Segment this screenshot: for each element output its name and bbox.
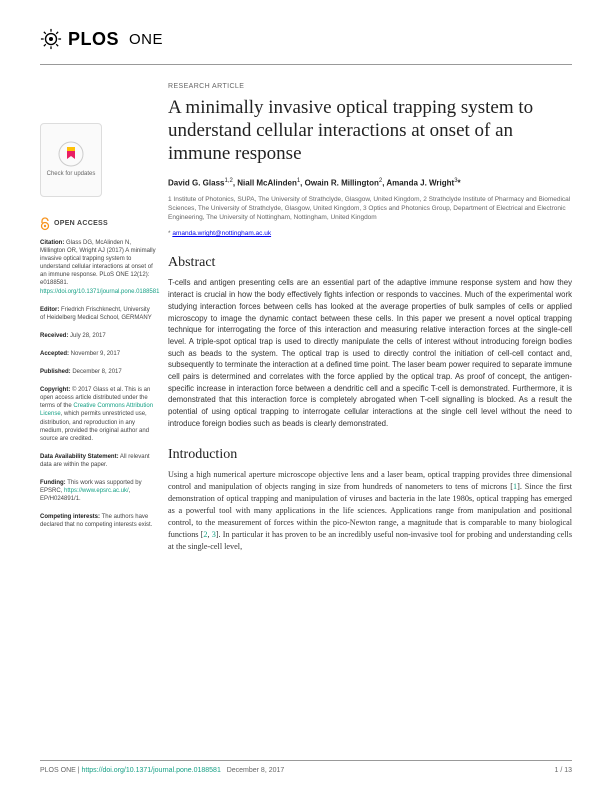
copyright-block: Copyright: © 2017 Glass et al. This is a… (40, 386, 156, 443)
competing-label: Competing interests: (40, 514, 100, 520)
introduction-text: Using a high numerical aperture microsco… (168, 469, 572, 552)
citation-text: Glass DG, McAlinden N, Millington OR, Wr… (40, 240, 156, 286)
author-2-aff: 1 (297, 178, 300, 184)
logo-one-text: ONE (129, 31, 163, 48)
sidebar: Check for updates OPEN ACCESS Citation: … (40, 83, 168, 553)
competing-block: Competing interests: The authors have de… (40, 513, 156, 529)
article-body: RESEARCH ARTICLE A minimally invasive op… (168, 83, 572, 553)
plos-logo: PLOS ONE (40, 28, 163, 50)
editor-block: Editor: Friedrich Frischknecht, Universi… (40, 306, 156, 322)
journal-header: PLOS ONE (0, 0, 612, 58)
open-access-label: OPEN ACCESS (54, 219, 108, 228)
main-content: Check for updates OPEN ACCESS Citation: … (0, 65, 612, 553)
citation-label: Citation: (40, 240, 64, 246)
accepted-text: November 9, 2017 (69, 351, 120, 357)
check-for-updates-badge[interactable]: Check for updates (40, 123, 102, 197)
published-text: December 8, 2017 (71, 369, 122, 375)
bookmark-check-icon (58, 141, 84, 167)
footer-doi-link[interactable]: https://doi.org/10.1371/journal.pone.018… (82, 767, 221, 774)
funding-link[interactable]: https://www.epsrc.ac.uk/ (64, 488, 129, 494)
logo-plos-text: PLOS (68, 29, 119, 50)
data-availability-block: Data Availability Statement: All relevan… (40, 453, 156, 469)
intro-end: ]. In particular it has proven to be an … (168, 530, 572, 551)
received-label: Received: (40, 333, 68, 339)
abstract-heading: Abstract (168, 255, 572, 271)
corr-star: * (168, 230, 171, 237)
received-text: July 28, 2017 (68, 333, 105, 339)
affiliations: 1 Institute of Photonics, SUPA, The Univ… (168, 195, 572, 222)
corresponding-author: * amanda.wright@nottingham.ac.uk (168, 230, 572, 237)
citation-doi-link[interactable]: https://doi.org/10.1371/journal.pone.018… (40, 289, 159, 295)
author-2: Niall McAlinden (237, 178, 297, 187)
footer-date: December 8, 2017 (227, 767, 285, 774)
editor-label: Editor: (40, 307, 59, 313)
author-4-corr-mark: * (458, 178, 461, 187)
accepted-label: Accepted: (40, 351, 69, 357)
footer-left: PLOS ONE | https://doi.org/10.1371/journ… (40, 767, 284, 774)
funding-label: Funding: (40, 480, 66, 486)
author-1-aff: 1,2 (224, 178, 232, 184)
introduction-heading: Introduction (168, 447, 572, 463)
accepted-block: Accepted: November 9, 2017 (40, 350, 156, 358)
author-3-aff: 2 (379, 178, 382, 184)
author-4: Amanda J. Wright (386, 178, 454, 187)
footer-journal: PLOS ONE | (40, 767, 82, 774)
check-updates-label: Check for updates (47, 171, 96, 178)
abstract-text: T-cells and antigen presenting cells are… (168, 277, 572, 429)
open-access-row: OPEN ACCESS (40, 217, 156, 231)
citation-block: Citation: Glass DG, McAlinden N, Milling… (40, 239, 156, 296)
article-title: A minimally invasive optical trapping sy… (168, 96, 572, 166)
authors-line: David G. Glass1,2, Niall McAlinden1, Owa… (168, 178, 572, 188)
published-block: Published: December 8, 2017 (40, 368, 156, 376)
page-footer: PLOS ONE | https://doi.org/10.1371/journ… (40, 760, 572, 774)
corr-email-link[interactable]: amanda.wright@nottingham.ac.uk (172, 230, 271, 237)
data-label: Data Availability Statement: (40, 454, 119, 460)
funding-block: Funding: This work was supported by EPSR… (40, 479, 156, 503)
article-type: RESEARCH ARTICLE (168, 83, 572, 90)
open-access-lock-icon (40, 217, 50, 231)
published-label: Published: (40, 369, 71, 375)
footer-page-number: 1 / 13 (554, 767, 572, 774)
author-1: David G. Glass (168, 178, 224, 187)
author-3: Owain R. Millington (305, 178, 379, 187)
copyright-label: Copyright: (40, 387, 70, 393)
received-block: Received: July 28, 2017 (40, 332, 156, 340)
plos-logo-icon (40, 28, 62, 50)
intro-pre: Using a high numerical aperture microsco… (168, 470, 572, 491)
